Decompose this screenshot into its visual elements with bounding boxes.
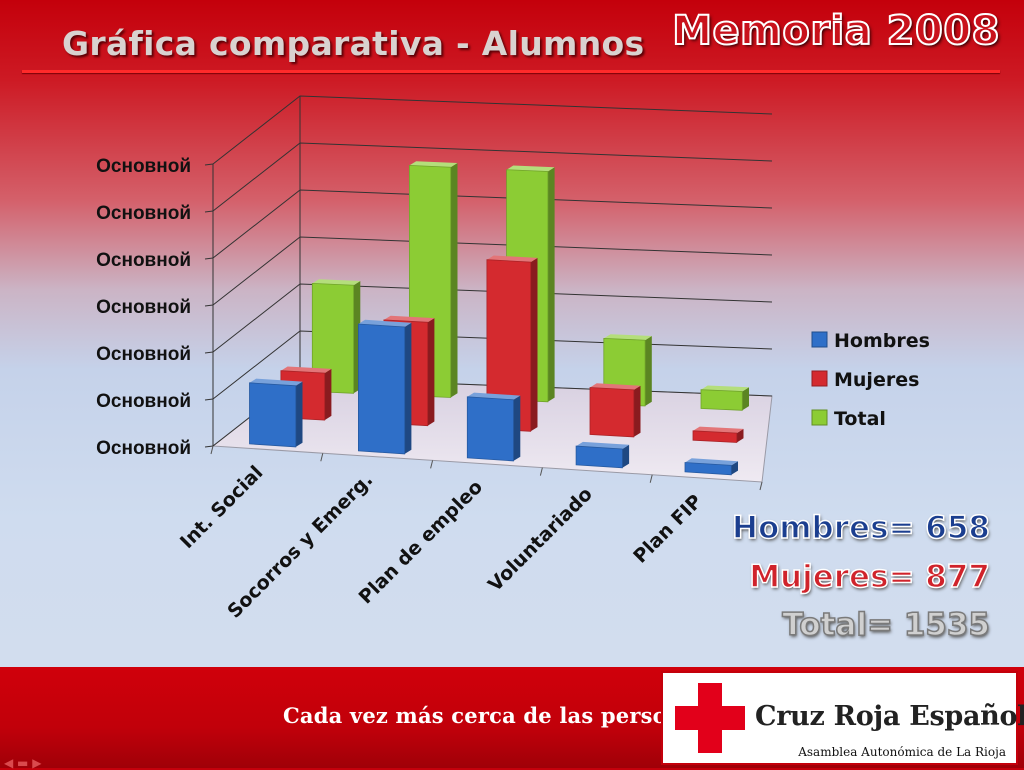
- bar-side: [427, 318, 435, 426]
- bar-top: [467, 392, 521, 400]
- org-name: Cruz Roja Española: [755, 701, 1024, 732]
- bar-top: [249, 378, 303, 386]
- legend-swatch-hombres: [811, 331, 828, 348]
- x-category-label: Plan FIP: [629, 490, 706, 567]
- bar-top: [590, 383, 641, 390]
- legend-swatch-mujeres: [811, 370, 828, 387]
- y-tick: [204, 163, 214, 166]
- bar-front: [589, 387, 635, 438]
- bar-hombres-0: [249, 378, 303, 448]
- bar-hombres-2: [466, 392, 521, 462]
- bar-front: [684, 462, 732, 476]
- legend-label-mujeres: Mujeres: [834, 369, 919, 391]
- bar-side: [513, 395, 521, 461]
- bar-mujeres-3: [589, 383, 641, 438]
- bar-side: [450, 163, 458, 398]
- bar-top: [576, 441, 630, 449]
- y-tick: [204, 257, 214, 260]
- bar-top: [486, 255, 538, 263]
- y-tick: [204, 210, 214, 213]
- total-alumnos: Total= 1535: [782, 606, 991, 644]
- legend-label-total: Total: [834, 408, 886, 430]
- y-tick-label: Основной: [96, 438, 191, 459]
- bar-top: [358, 319, 412, 327]
- bar-top: [693, 426, 744, 434]
- bar-side: [633, 385, 641, 437]
- org-logo: Cruz Roja Española Asamblea Autonómica d…: [661, 671, 1024, 765]
- y-tick: [204, 304, 214, 307]
- bar-front: [311, 282, 355, 394]
- bar-side: [324, 368, 332, 421]
- title-divider: [22, 70, 1000, 73]
- chart-legend: Hombres Mujeres Total: [811, 330, 930, 430]
- org-subtitle: Asamblea Autonómica de La Rioja: [798, 745, 1006, 759]
- x-tick: [649, 474, 653, 483]
- total-mujeres: Mujeres= 877: [748, 558, 990, 596]
- bar-front: [692, 430, 738, 443]
- red-cross-logo-icon: [675, 683, 745, 753]
- y-tick: [204, 351, 214, 354]
- gridline: [212, 189, 773, 259]
- total-hombres: Hombres= 658: [731, 509, 990, 547]
- y-tick-label: Основной: [96, 344, 191, 365]
- gridline: [212, 95, 773, 165]
- bar-side: [731, 461, 738, 475]
- y-tick-label: Основной: [96, 156, 191, 177]
- bar-hombres-3: [575, 441, 630, 469]
- bar-side: [645, 336, 652, 406]
- y-tick: [204, 445, 214, 448]
- x-tick: [320, 453, 324, 462]
- bar-mujeres-4: [692, 426, 744, 443]
- bar-mujeres-2: [486, 255, 538, 432]
- y-tick-label: Основной: [96, 391, 191, 412]
- slide-title: Gráfica comparativa - Alumnos: [62, 24, 645, 63]
- legend-label-hombres: Hombres: [834, 330, 930, 352]
- bar-side: [547, 167, 555, 402]
- footer-slogan: Cada vez más cerca de las personas: [283, 703, 709, 728]
- bar-front: [357, 323, 406, 455]
- chart-bars: [249, 161, 749, 476]
- gridline: [212, 142, 773, 212]
- x-tick: [210, 445, 214, 455]
- bar-front: [575, 445, 623, 469]
- x-category-label: Plan de empleo: [355, 476, 487, 608]
- bar-hombres-4: [684, 458, 738, 476]
- slide-nav-icons[interactable]: ◀ ▬ ▶: [4, 756, 42, 770]
- y-tick-label: Основной: [96, 297, 191, 318]
- x-tick: [759, 481, 763, 491]
- bar-side: [295, 381, 303, 447]
- bar-top: [383, 315, 435, 323]
- bar-top: [280, 366, 332, 374]
- bar-side: [404, 322, 412, 454]
- x-tick: [539, 467, 543, 476]
- x-tick: [430, 460, 434, 469]
- bar-side: [530, 257, 538, 432]
- x-category-label: Int. Social: [176, 462, 267, 553]
- bar-side: [742, 387, 749, 411]
- x-category-label: Voluntariado: [484, 483, 597, 596]
- bar-side: [622, 444, 630, 468]
- bar-side: [736, 428, 744, 443]
- bar-front: [700, 389, 743, 411]
- bar-total-4: [700, 385, 749, 411]
- bar-top: [685, 458, 738, 466]
- bar-front: [466, 396, 514, 462]
- y-tick-label: Основной: [96, 203, 191, 224]
- bar-hombres-1: [357, 319, 412, 455]
- legend-swatch-total: [811, 409, 828, 426]
- bar-front: [249, 382, 297, 448]
- y-tick: [204, 398, 214, 401]
- memoria-title: Memoria 2008: [671, 7, 1000, 55]
- bar-chart-3d: Основной Основной Основной Основной Основной…: [96, 95, 930, 623]
- y-tick-label: Основной: [96, 250, 191, 271]
